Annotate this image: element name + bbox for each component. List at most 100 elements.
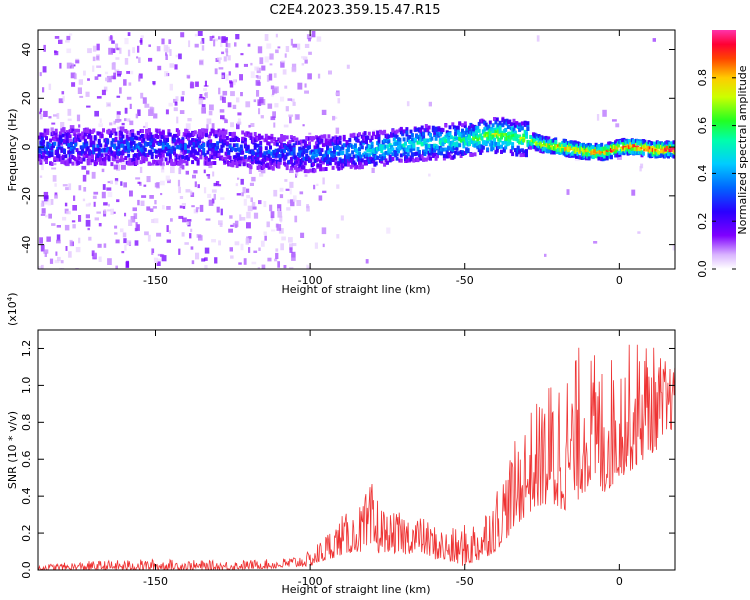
heatmap-ridge-cell <box>253 142 257 147</box>
heatmap-noise-cell <box>40 203 43 207</box>
heatmap-noise-cell <box>304 83 307 88</box>
heatmap-noise-cell <box>256 75 261 80</box>
heatmap-noise-cell <box>78 79 83 85</box>
heatmap-noise-cell <box>227 55 231 61</box>
heatmap-ridge-cell <box>552 150 556 155</box>
snr-y-unit-base: (x10 <box>6 301 19 326</box>
heatmap-ridge-cell <box>246 157 250 162</box>
heatmap-ridge-cell <box>314 149 318 153</box>
heatmap-ridge-cell <box>182 159 186 164</box>
heatmap-ridge-cell <box>288 139 292 144</box>
heatmap-ridge-cell <box>250 160 254 165</box>
heatmap-ridge-cell <box>289 160 293 165</box>
heatmap-noise-cell <box>62 184 68 187</box>
heatmap-noise-cell <box>217 184 222 187</box>
heatmap-ridge-cell <box>540 143 544 148</box>
heatmap-noise-cell <box>251 176 256 182</box>
heatmap-ridge-cell <box>141 149 144 154</box>
heatmap-noise-cell <box>269 63 273 66</box>
heatmap-ridge-cell <box>295 137 299 142</box>
heatmap-noise-cell <box>201 38 205 44</box>
heatmap-ridge-cell <box>308 145 311 149</box>
heatmap-noise-cell <box>225 40 228 47</box>
heatmap-ridge-cell <box>383 155 387 160</box>
heatmap-noise-cell <box>214 38 218 42</box>
heatmap-ridge-cell <box>131 137 135 142</box>
heatmap-noise-cell <box>39 111 42 115</box>
heatmap-noise-cell <box>672 245 675 251</box>
heatmap-ridge-cell <box>495 126 499 131</box>
heatmap-noise-cell <box>165 175 170 181</box>
heatmap-ridge-cell <box>547 136 551 141</box>
heatmap-noise-cell <box>252 206 257 210</box>
heatmap-ridge-cell <box>494 129 498 134</box>
heatmap-noise-cell <box>308 132 312 135</box>
heatmap-frame <box>37 29 676 270</box>
heatmap-ridge-cell <box>420 142 424 147</box>
heatmap-ridge-cell <box>448 132 452 137</box>
heatmap-ridge-cell <box>641 151 645 156</box>
heatmap-ridge-cell <box>501 140 505 145</box>
heatmap-noise-cell <box>234 220 239 227</box>
heatmap-ridge-cell <box>255 159 259 164</box>
heatmap-ridge-cell <box>459 138 463 143</box>
heatmap-ridge-cell <box>358 165 361 170</box>
heatmap-noise-cell <box>83 187 87 192</box>
colorbar-tick-label: 0.0 <box>696 260 709 278</box>
heatmap-ridge-cell <box>232 143 236 148</box>
heatmap-noise-cell <box>308 51 312 55</box>
heatmap-noise-cell <box>175 96 179 102</box>
heatmap-noise-cell <box>214 68 218 75</box>
heatmap-noise-cell <box>134 240 139 246</box>
heatmap-ridge-cell <box>270 133 274 138</box>
snr-y-tick-label: 0.6 <box>20 450 33 468</box>
heatmap-noise-cell <box>218 87 221 95</box>
heatmap-noise-cell <box>233 79 236 86</box>
heatmap-noise-cell <box>198 97 204 105</box>
heatmap-ridge-cell <box>429 156 432 161</box>
heatmap-noise-cell <box>336 184 340 189</box>
heatmap-noise-cell <box>195 207 199 213</box>
heatmap-ridge-cell <box>383 162 387 167</box>
heatmap-x-tick-label: -50 <box>456 274 474 287</box>
heatmap-ridge-cell <box>79 157 83 162</box>
heatmap-ridge-cell <box>312 155 316 160</box>
heatmap-noise-cell <box>134 227 138 232</box>
heatmap-noise-cell <box>191 150 195 157</box>
heatmap-noise-cell <box>58 98 64 104</box>
heatmap-ridge-cell <box>39 159 43 164</box>
heatmap-noise-cell <box>146 176 151 183</box>
heatmap-ridge-cell <box>420 125 424 130</box>
heatmap-noise-cell <box>45 214 48 218</box>
heatmap-ridge-cell <box>285 152 289 157</box>
heatmap-noise-cell <box>264 235 267 241</box>
heatmap-ridge-cell <box>454 150 458 155</box>
heatmap-ridge-cell <box>380 159 384 164</box>
heatmap-ridge-cell <box>238 162 242 167</box>
heatmap-noise-cell <box>189 233 192 239</box>
heatmap-noise-cell <box>234 42 237 47</box>
heatmap-noise-cell <box>227 102 232 108</box>
heatmap-ridge-cell <box>391 157 395 161</box>
heatmap-ridge-cell <box>498 128 502 133</box>
heatmap-noise-cell <box>297 82 303 90</box>
heatmap-ridge-cell <box>253 132 257 136</box>
heatmap-ridge-cell <box>337 162 341 167</box>
heatmap-ridge-cell <box>405 158 409 163</box>
heatmap-ridge-cell <box>135 145 139 150</box>
heatmap-noise-cell <box>335 127 340 134</box>
heatmap-ridge-cell <box>149 132 153 137</box>
heatmap-ridge-cell <box>410 152 414 157</box>
heatmap-ridge-cell <box>474 129 478 134</box>
heatmap-ridge-cell <box>349 133 353 138</box>
heatmap-noise-cell <box>103 86 108 92</box>
heatmap-ridge-cell <box>502 131 506 136</box>
heatmap-ridge-cell <box>360 145 364 150</box>
heatmap-ridge-cell <box>113 157 117 162</box>
heatmap-noise-cell <box>124 38 129 45</box>
heatmap-ridge-cell <box>238 156 242 161</box>
heatmap-ridge-cell <box>498 138 502 143</box>
heatmap-ridge-cell <box>456 125 460 130</box>
heatmap-noise-cell <box>566 189 570 195</box>
heatmap-ridge-cell <box>424 157 428 162</box>
